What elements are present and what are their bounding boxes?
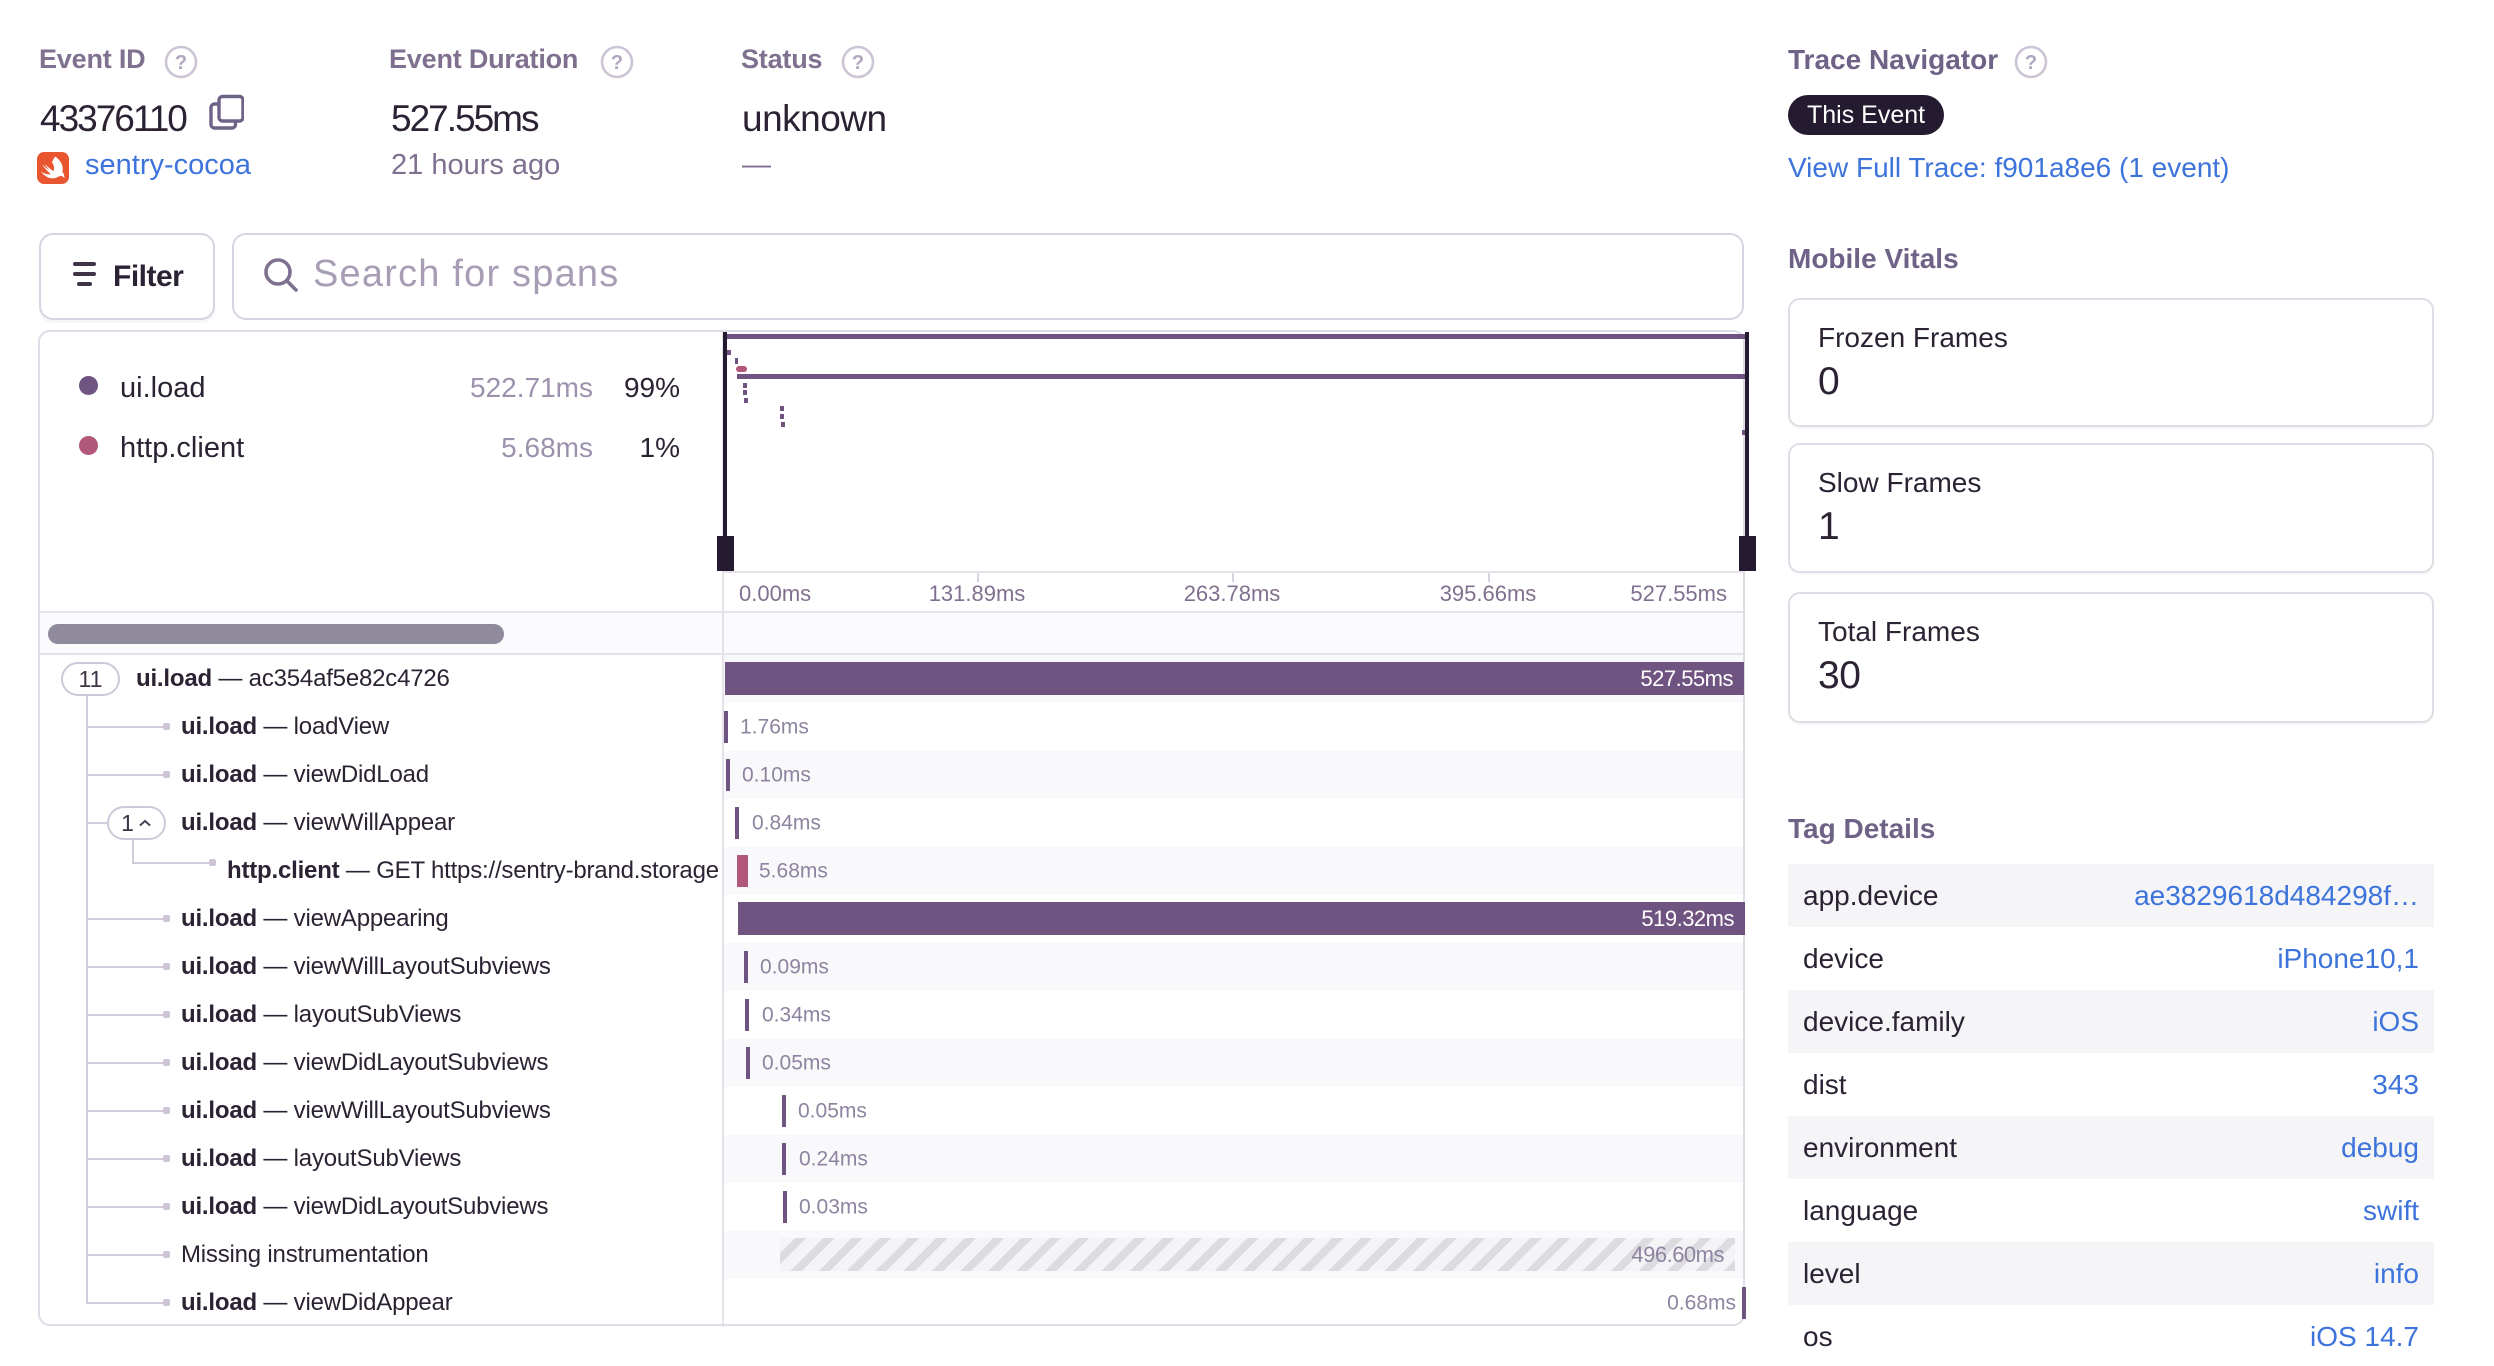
svg-text:?: ? <box>175 52 187 74</box>
svg-text:?: ? <box>852 52 864 74</box>
svg-text:?: ? <box>2025 52 2037 74</box>
svg-text:?: ? <box>611 52 623 74</box>
